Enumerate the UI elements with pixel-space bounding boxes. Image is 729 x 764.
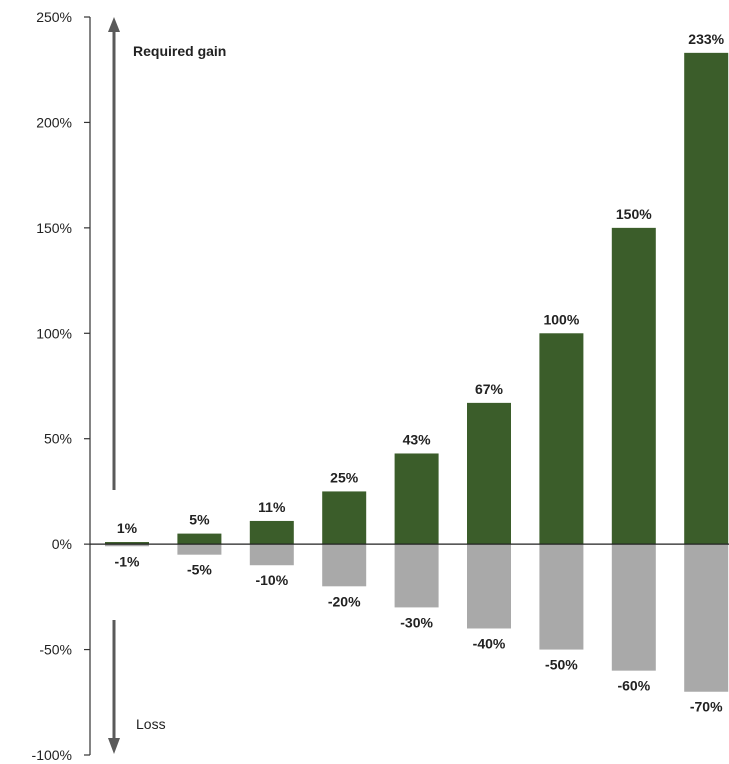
loss-bar — [177, 544, 222, 555]
gain-bar — [105, 542, 149, 545]
gain-bar — [177, 533, 222, 545]
gain-value-label: 1% — [117, 520, 138, 536]
loss-value-label: -10% — [255, 572, 288, 588]
y-tick-label: 0% — [52, 536, 72, 552]
loss-bar — [611, 544, 656, 671]
loss-bar — [467, 544, 511, 629]
y-tick-label: 200% — [36, 114, 72, 130]
loss-bar — [249, 544, 294, 566]
y-tick-label: 50% — [44, 431, 72, 447]
gain-bar — [611, 227, 656, 545]
loss-value-label: -40% — [473, 635, 506, 651]
loss-bar — [105, 544, 149, 547]
loss-value-label: -30% — [400, 614, 433, 630]
loss-value-label: -60% — [617, 678, 650, 694]
gain-bar — [539, 333, 584, 545]
y-tick-label: 100% — [36, 325, 72, 341]
y-tick-label: 250% — [36, 9, 72, 25]
labels-layer: 1% -1% 5% -5% 11% -10% 25% -20% 43% -30% 67% -40% 10… — [90, 31, 729, 715]
loss-value-label: -50% — [545, 657, 578, 673]
loss-bar — [539, 544, 584, 650]
y-tick-label: -100% — [32, 747, 72, 763]
loss-bar — [394, 544, 439, 608]
gain-value-label: 233% — [688, 31, 724, 47]
gain-value-label: 67% — [475, 381, 504, 397]
gain-bar — [322, 491, 367, 545]
gain-value-label: 25% — [330, 469, 359, 485]
gain-bar — [249, 520, 294, 545]
bars-layer — [105, 52, 729, 692]
y-tick-label: -50% — [39, 642, 72, 658]
arrow-layer: Required gain Loss — [108, 17, 226, 754]
required-gain-label: Required gain — [133, 43, 226, 59]
gain-bar — [394, 453, 439, 545]
gain-value-label: 11% — [258, 499, 286, 515]
gain-bar — [684, 52, 729, 545]
y-tick-label: 150% — [36, 220, 72, 236]
loss-value-label: -1% — [115, 553, 140, 569]
down-arrowhead-icon — [108, 738, 120, 754]
gain-value-label: 100% — [543, 311, 579, 327]
gain-bar — [467, 402, 511, 545]
gain-value-label: 150% — [616, 206, 652, 222]
loss-value-label: -20% — [328, 593, 361, 609]
loss-value-label: -70% — [690, 699, 723, 715]
loss-label: Loss — [136, 716, 166, 732]
up-arrowhead-icon — [108, 17, 120, 32]
gain-value-label: 43% — [403, 431, 432, 447]
axis-layer: 250% 200% 150% 100% 50% 0% -50% -100% — [32, 9, 91, 763]
loss-bar — [684, 544, 729, 692]
loss-value-label: -5% — [187, 562, 212, 578]
gain-value-label: 5% — [189, 512, 210, 528]
loss-bar — [322, 544, 367, 587]
